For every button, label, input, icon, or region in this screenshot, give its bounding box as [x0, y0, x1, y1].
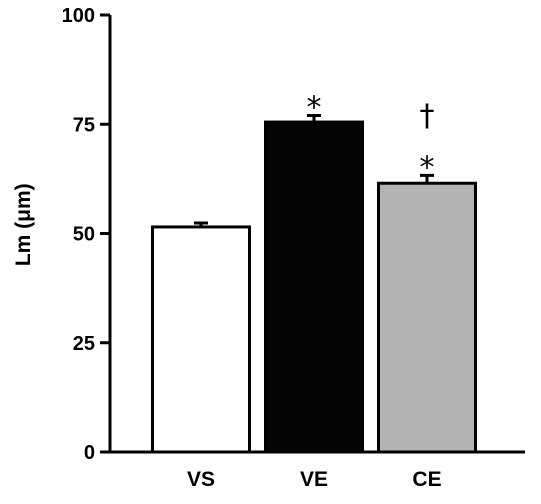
significance-annotations: * * † — [307, 91, 435, 186]
y-tick-label: 25 — [73, 333, 95, 355]
bar — [377, 181, 477, 454]
y-axis-ticks: 0 25 50 75 100 — [62, 5, 110, 464]
bar — [264, 120, 364, 454]
error-bars — [194, 114, 434, 227]
y-tick-label: 75 — [73, 114, 95, 136]
y-axis-title: Lm (μm) — [12, 183, 35, 266]
x-category-label: CE — [412, 468, 441, 491]
bars — [151, 120, 477, 454]
y-tick-label: 50 — [73, 224, 95, 246]
dagger-annotation: † — [420, 98, 435, 133]
y-tick-label: 100 — [62, 5, 95, 27]
asterisk-annotation: * — [307, 91, 322, 126]
x-category-label: VE — [300, 468, 328, 491]
bar — [151, 225, 251, 454]
y-tick-label: 0 — [84, 442, 95, 464]
x-axis-labels: VS VE CE — [187, 468, 442, 491]
x-category-label: VS — [187, 468, 215, 491]
asterisk-annotation: * — [420, 150, 435, 185]
